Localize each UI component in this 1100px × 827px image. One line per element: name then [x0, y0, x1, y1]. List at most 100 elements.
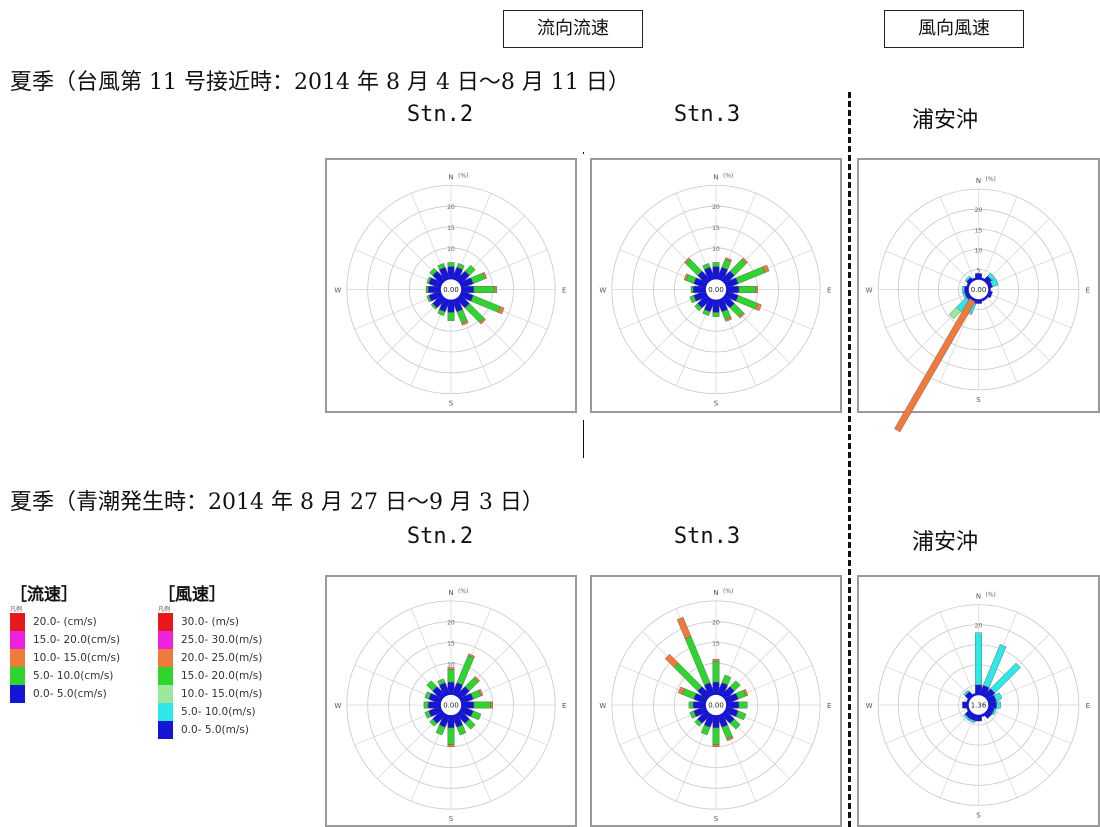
calm-circle [966, 692, 991, 718]
ring-label: 20 [975, 623, 983, 630]
legend-item: 15.0- 20.0(m/s) [158, 667, 262, 685]
rose-bar-segment [447, 727, 455, 745]
thin-separator [583, 420, 584, 458]
legend-item: 15.0- 20.0(cm/s) [10, 631, 120, 649]
rose-bar-segment [989, 278, 999, 288]
rose-bar-segment [423, 701, 429, 709]
direction-label: S [449, 815, 454, 823]
rose-bar-segment [461, 320, 469, 326]
legend-current: ［流速］ 凡例 20.0- (cm/s) 15.0- 20.0(cm/s) 10.0… [10, 580, 120, 703]
legend-label: 20.0- (cm/s) [33, 616, 97, 628]
legend-item: 5.0- 10.0(m/s) [158, 703, 262, 721]
rose-bar-segment [479, 317, 486, 325]
grid-spoke [939, 196, 979, 290]
rose-bar-segment [762, 264, 770, 273]
calm-value: 0.00 [708, 702, 724, 710]
legend-swatch [10, 667, 25, 685]
rose-bar-segment [738, 311, 746, 319]
direction-label: S [976, 396, 981, 404]
rose-bar-segment [470, 272, 486, 284]
rose-bar-segment [685, 258, 703, 276]
station-label-stn3: Stn.3 [673, 102, 741, 127]
rose-bar-segment [964, 275, 972, 283]
legend-wind-title: ［風速］ [158, 585, 226, 605]
rose-bar-segment [435, 724, 446, 736]
grid-spoke [885, 289, 979, 329]
ring-label: 20 [447, 620, 455, 627]
legend-item: 10.0- 15.0(cm/s) [10, 649, 120, 667]
grid-spoke [939, 612, 979, 706]
legend-swatch [158, 667, 173, 685]
rose-bar-segment [681, 688, 697, 700]
rose-bar-segment [437, 678, 446, 686]
rose-bar-segment [724, 316, 732, 322]
rose-bar-segment [712, 312, 720, 317]
legend-item: 10.0- 15.0(m/s) [158, 685, 262, 703]
rose-bar-segment [894, 296, 977, 433]
legend-label: 5.0- 10.0(m/s) [181, 706, 256, 718]
legend-label: 15.0- 20.0(m/s) [181, 670, 263, 682]
rose-bar-segment [982, 644, 1007, 688]
rose-bar-segment [437, 262, 446, 270]
legend-label: 10.0- 15.0(cm/s) [33, 652, 121, 664]
direction-label: E [1086, 702, 1090, 710]
grid-spoke [885, 704, 979, 744]
rose-bar-segment [677, 686, 685, 695]
rose-bar-segment [456, 724, 467, 736]
legend-swatch [158, 721, 173, 739]
rose-bar-segment [464, 718, 476, 730]
legend-label: 30.0- (m/s) [181, 616, 239, 628]
legend-swatch [158, 649, 173, 667]
rose-bar-segment [694, 718, 703, 727]
rose-bar-segment [702, 262, 711, 270]
calm-circle [703, 692, 729, 718]
direction-label: W [334, 702, 341, 710]
rose-bar-segment [447, 262, 455, 267]
rose-bar-segment [996, 701, 1001, 709]
legend-label: 15.0- 20.0(cm/s) [33, 634, 121, 646]
ring-label: 15 [712, 641, 720, 648]
ring-label: 10 [447, 661, 455, 668]
rose-bar-segment [712, 727, 720, 745]
rose-bar-segment [447, 669, 455, 683]
rose-bar-segment [962, 286, 965, 293]
direction-label: N [448, 589, 453, 597]
legend-item: 25.0- 30.0(m/s) [158, 631, 262, 649]
rose-bar-segment [738, 701, 748, 709]
rose-bar-segment [963, 689, 970, 697]
direction-label: S [714, 400, 719, 408]
rose-bar-segment [700, 724, 711, 736]
direction-label: E [562, 702, 566, 710]
rose-bar-segment [470, 710, 482, 721]
rose-bar-segment [447, 312, 455, 321]
rose-bar-segment [688, 701, 694, 709]
legend-label: 0.0- 5.0(m/s) [181, 724, 249, 736]
period-title-typhoon: 夏季（台風第 11 号接近時：2014 年 8 月 4 日～8 月 11 日） [10, 70, 630, 95]
ring-label: 10 [712, 246, 720, 253]
rose-bar-segment [429, 267, 438, 276]
legend-swatch [10, 613, 25, 631]
legend-sub: 凡例 [158, 606, 171, 613]
rose-bar-segment [430, 303, 438, 310]
rose-bar-segment [712, 661, 720, 683]
legend-swatch [10, 685, 25, 703]
rose-bar-segment [735, 710, 747, 721]
rose-bar-segment [482, 271, 488, 280]
rose-bar-segment [429, 718, 438, 727]
rose-bar-segment [683, 257, 691, 265]
rose-bar-segment [712, 262, 720, 267]
rose-bar-segment [473, 286, 495, 293]
station-label-urayasu: 浦安沖 [911, 108, 978, 133]
ring-label: 15 [975, 227, 983, 234]
rose-chart-typhoon-urayasu: 5 10 15 20 N E S W (%) 0.00 [857, 158, 1100, 433]
ring-label: 5 [977, 267, 981, 274]
dashed-divider [848, 92, 851, 827]
rose-bar-segment [425, 286, 429, 293]
legend-wind: ［風速］ 凡例 30.0- (m/s) 25.0- 30.0(m/s) 20.0- … [158, 580, 262, 739]
rose-bar-segment [424, 710, 432, 719]
unit-label: (%) [458, 172, 468, 179]
